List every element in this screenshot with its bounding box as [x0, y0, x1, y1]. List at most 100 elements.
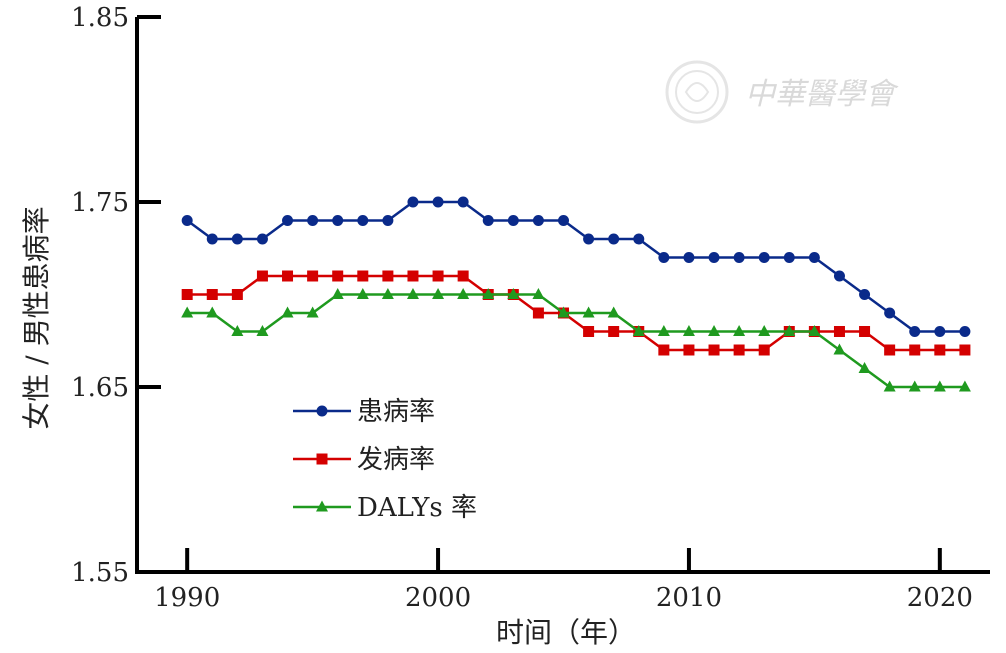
data-point: [884, 307, 896, 319]
data-point: [457, 288, 470, 299]
series-prevalence: [181, 196, 971, 337]
data-point: [733, 325, 746, 336]
data-point: [532, 307, 544, 319]
legend-label: DALYs 率: [357, 493, 477, 523]
data-point: [331, 288, 344, 299]
data-point: [933, 380, 946, 392]
legend-label: 患病率: [357, 397, 435, 427]
data-point: [808, 252, 820, 263]
data-point: [608, 233, 620, 245]
data-point: [783, 252, 795, 263]
data-point: [583, 233, 595, 245]
data-point: [356, 288, 369, 299]
data-point: [708, 325, 721, 336]
data-point: [833, 343, 846, 355]
data-point: [583, 326, 595, 337]
series-incidence: [181, 270, 971, 356]
watermark-text: 中華醫學會: [745, 77, 899, 112]
y-ticks: 1.55 1.65 1.75 1.85: [71, 3, 161, 588]
data-point: [457, 196, 469, 208]
data-point: [908, 380, 921, 392]
data-point: [733, 344, 745, 356]
data-point: [958, 380, 971, 392]
data-point: [833, 270, 845, 282]
data-point: [658, 252, 670, 263]
series-dalys: [181, 288, 971, 392]
data-point: [959, 326, 971, 337]
data-point: [306, 306, 319, 318]
y-tick-label: 1.55: [71, 558, 129, 588]
x-tick-label: 2020: [907, 583, 973, 613]
data-point: [256, 325, 269, 336]
y-axis-title: 女性 / 男性患病率: [20, 206, 53, 429]
x-ticks: 1990 2000 2010 2020: [154, 548, 973, 613]
data-point: [482, 288, 495, 299]
data-point: [382, 270, 394, 282]
data-point: [683, 344, 695, 356]
legend-marker: [316, 500, 328, 512]
data-point: [657, 325, 670, 336]
data-point: [532, 288, 545, 299]
data-point: [758, 325, 771, 336]
watermark: 中華醫學會: [665, 60, 899, 124]
data-point: [432, 270, 444, 282]
data-point: [708, 252, 720, 263]
data-point: [758, 344, 770, 356]
data-point: [608, 326, 620, 337]
data-point: [457, 270, 469, 282]
axes: 1.55 1.65 1.75 1.85 1990 2000 2010 2020: [71, 3, 990, 613]
data-point: [332, 215, 344, 226]
data-point: [934, 344, 946, 356]
data-point: [381, 288, 394, 299]
data-point: [181, 215, 193, 226]
legend-item: DALYs 率: [293, 493, 477, 523]
data-point: [206, 289, 218, 300]
data-point: [959, 344, 971, 356]
data-point: [858, 362, 871, 373]
data-point: [432, 196, 444, 208]
data-point: [909, 344, 921, 356]
data-point: [407, 196, 419, 208]
y-tick-label: 1.75: [71, 188, 129, 218]
data-point: [607, 306, 620, 318]
data-point: [708, 344, 720, 356]
data-point: [256, 233, 268, 245]
data-point: [407, 270, 419, 282]
data-point: [507, 215, 519, 226]
data-point: [883, 380, 896, 392]
legend-label: 发病率: [357, 445, 435, 475]
data-point: [382, 215, 394, 226]
data-point: [532, 215, 544, 226]
x-tick-label: 2000: [405, 583, 471, 613]
data-point: [181, 306, 194, 318]
legend-item: 发病率: [293, 445, 435, 475]
data-point: [307, 270, 319, 282]
data-point: [307, 215, 319, 226]
data-point: [231, 289, 243, 300]
series-layer: [181, 196, 971, 392]
data-point: [282, 215, 294, 226]
data-point: [482, 215, 494, 226]
data-point: [582, 306, 595, 318]
legend-marker: [316, 453, 328, 465]
data-point: [231, 325, 244, 336]
y-tick-label: 1.65: [71, 373, 129, 403]
data-point: [758, 252, 770, 263]
data-point: [357, 215, 369, 226]
data-point: [633, 233, 645, 245]
data-point: [357, 270, 369, 282]
x-tick-label: 2010: [656, 583, 722, 613]
data-point: [683, 252, 695, 263]
data-point: [909, 326, 921, 337]
data-point: [507, 288, 520, 299]
x-axis-title: 时间（年）: [496, 616, 636, 649]
data-point: [783, 325, 796, 336]
series-line: [187, 293, 965, 389]
data-point: [557, 306, 570, 318]
data-point: [733, 252, 745, 263]
data-point: [231, 233, 243, 245]
data-point: [859, 289, 871, 300]
watermark-seal-icon: [665, 60, 729, 124]
